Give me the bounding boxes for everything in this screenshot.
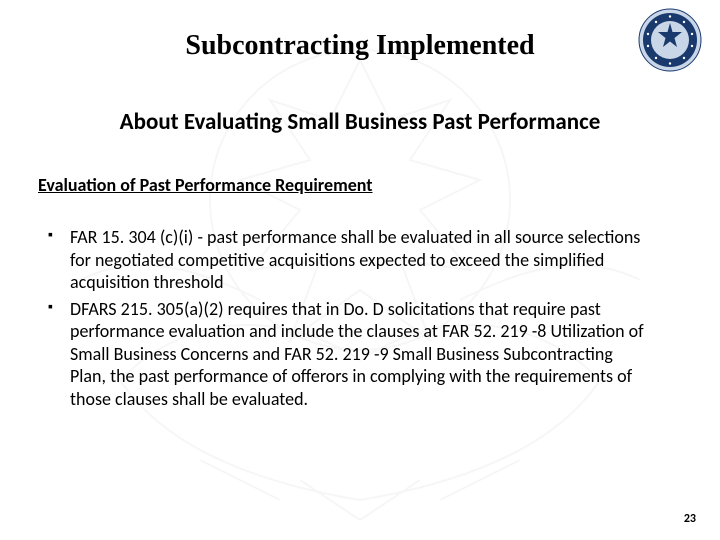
list-item: FAR 15. 304 (c)(i) - past performance sh… xyxy=(48,226,652,294)
page-number: 23 xyxy=(684,512,696,526)
slide-subtitle: About Evaluating Small Business Past Per… xyxy=(0,108,720,136)
section-heading: Evaluation of Past Performance Requireme… xyxy=(38,174,720,196)
slide-title: Subcontracting Implemented xyxy=(0,0,720,62)
bullet-list: FAR 15. 304 (c)(i) - past performance sh… xyxy=(48,226,652,410)
list-item: DFARS 215. 305(a)(2) requires that in Do… xyxy=(48,298,652,411)
dod-seal-icon xyxy=(638,8,702,72)
